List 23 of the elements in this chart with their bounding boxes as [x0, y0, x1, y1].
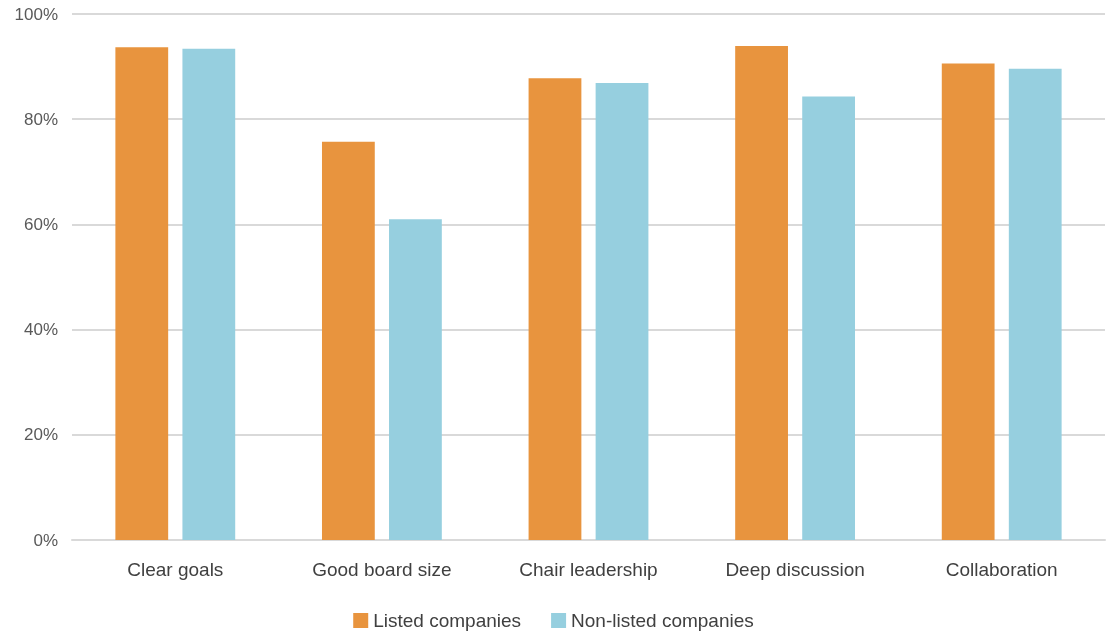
bar: [115, 47, 169, 540]
legend-label: Listed companies: [373, 610, 522, 631]
y-tick-label: 0%: [33, 530, 58, 550]
bar: [802, 96, 856, 540]
x-tick-label: Clear goals: [127, 559, 224, 580]
bar: [941, 63, 995, 540]
bar: [1008, 68, 1062, 540]
legend-label: Non-listed companies: [571, 610, 754, 631]
y-tick-label: 60%: [23, 214, 58, 234]
bar: [735, 46, 788, 540]
x-tick-label: Chair leadership: [519, 559, 658, 580]
bar: [389, 219, 442, 540]
bar: [182, 48, 236, 540]
y-tick-label: 80%: [23, 109, 58, 129]
y-tick-label: 100%: [14, 4, 58, 24]
bar: [528, 78, 582, 540]
bar: [321, 141, 375, 540]
bar: [595, 82, 649, 540]
x-tick-label: Collaboration: [945, 559, 1058, 580]
x-tick-label: Deep discussion: [725, 559, 865, 580]
y-tick-label: 20%: [23, 425, 58, 445]
y-tick-label: 40%: [23, 320, 58, 340]
x-tick-label: Good board size: [312, 559, 452, 580]
